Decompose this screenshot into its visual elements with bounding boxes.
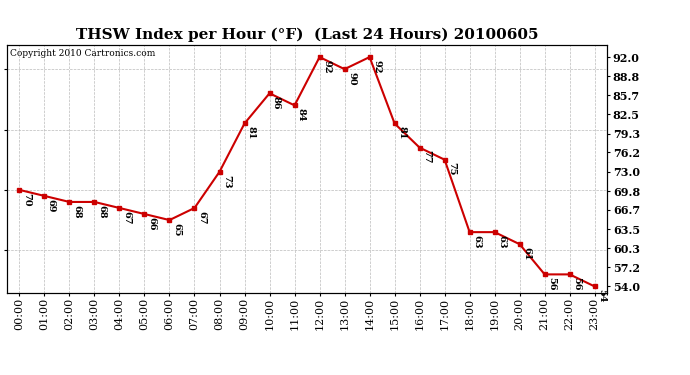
Text: 56: 56	[547, 277, 556, 291]
Text: 54: 54	[597, 289, 606, 303]
Text: 75: 75	[447, 162, 456, 176]
Text: 92: 92	[322, 60, 331, 74]
Text: 70: 70	[22, 193, 31, 206]
Title: THSW Index per Hour (°F)  (Last 24 Hours) 20100605: THSW Index per Hour (°F) (Last 24 Hours)…	[76, 28, 538, 42]
Text: 77: 77	[422, 150, 431, 164]
Text: 69: 69	[47, 199, 56, 212]
Text: 92: 92	[372, 60, 381, 74]
Text: Copyright 2010 Cartronics.com: Copyright 2010 Cartronics.com	[10, 49, 155, 58]
Text: 65: 65	[172, 223, 181, 236]
Text: 63: 63	[472, 235, 481, 248]
Text: 61: 61	[522, 247, 531, 260]
Text: 68: 68	[97, 205, 106, 218]
Text: 67: 67	[122, 211, 131, 224]
Text: 84: 84	[297, 108, 306, 122]
Text: 68: 68	[72, 205, 81, 218]
Text: 81: 81	[397, 126, 406, 140]
Text: 67: 67	[197, 211, 206, 224]
Text: 66: 66	[147, 217, 156, 230]
Text: 56: 56	[572, 277, 581, 291]
Text: 90: 90	[347, 72, 356, 86]
Text: 86: 86	[272, 96, 281, 109]
Text: 73: 73	[222, 174, 231, 188]
Text: 63: 63	[497, 235, 506, 248]
Text: 81: 81	[247, 126, 256, 140]
